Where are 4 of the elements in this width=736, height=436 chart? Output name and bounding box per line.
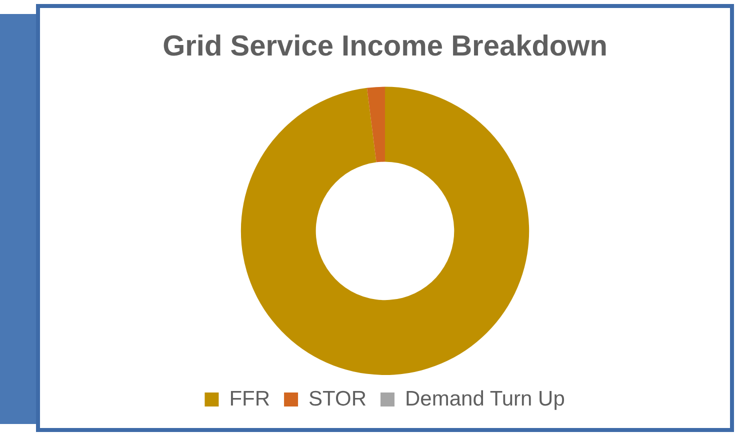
chart-title: Grid Service Income Breakdown: [162, 30, 608, 62]
legend-label: STOR: [308, 387, 367, 410]
legend-label: FFR: [229, 387, 270, 410]
legend-label: Demand Turn Up: [404, 387, 565, 410]
